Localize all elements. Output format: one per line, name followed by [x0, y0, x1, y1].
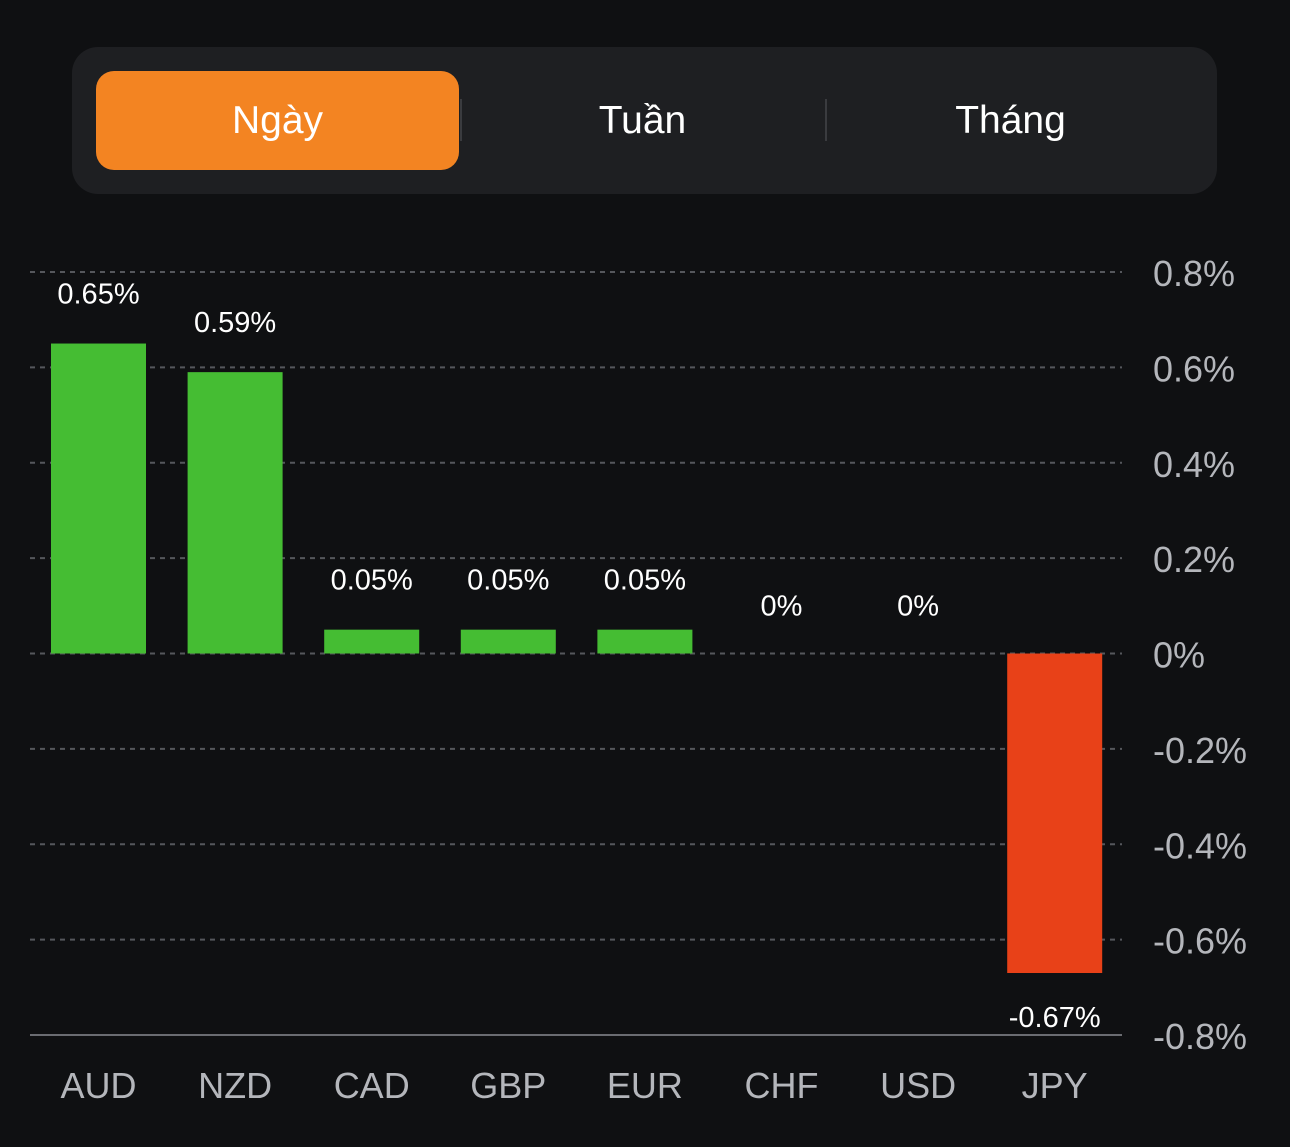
data-label: 0.05% — [467, 565, 549, 597]
x-tick-label: NZD — [198, 1065, 272, 1106]
y-tick-label: 0.2% — [1153, 539, 1235, 580]
data-label: -0.67% — [1009, 1002, 1101, 1034]
data-label: 0.05% — [604, 565, 686, 597]
x-tick-label: CAD — [334, 1065, 410, 1106]
y-tick-label: 0% — [1153, 635, 1205, 676]
bar-cad — [324, 629, 420, 654]
data-label: 0.05% — [331, 565, 413, 597]
bar-aud — [51, 343, 146, 654]
x-tick-label: AUD — [60, 1065, 136, 1106]
x-tick-label: USD — [880, 1065, 956, 1106]
y-tick-label: 0.8% — [1153, 253, 1235, 294]
bar-nzd — [187, 372, 283, 654]
tab-week[interactable]: Tuần — [598, 98, 687, 142]
tab-month[interactable]: Tháng — [955, 98, 1066, 142]
x-tick-label: CHF — [745, 1065, 819, 1106]
bar-eur — [597, 629, 693, 654]
data-label: 0.65% — [57, 279, 139, 311]
y-tick-label: -0.4% — [1153, 825, 1247, 866]
data-label: 0% — [897, 591, 939, 623]
y-tick-label: -0.8% — [1153, 1016, 1247, 1057]
bar-gbp — [460, 629, 556, 654]
x-tick-label: GBP — [470, 1065, 546, 1106]
tab-divider — [825, 99, 827, 141]
y-tick-label: 0.6% — [1153, 348, 1235, 389]
y-tick-label: -0.6% — [1153, 921, 1247, 962]
x-tick-label: EUR — [607, 1065, 683, 1106]
y-tick-label: -0.2% — [1153, 730, 1247, 771]
tab-divider — [460, 99, 462, 141]
y-tick-label: 0.4% — [1153, 444, 1235, 485]
bar-jpy — [1007, 653, 1103, 974]
data-label: 0% — [761, 591, 803, 623]
x-tick-label: JPY — [1022, 1065, 1088, 1106]
data-label: 0.59% — [194, 307, 276, 339]
tab-day[interactable]: Ngày — [96, 71, 459, 170]
period-tab-bar: Ngày Tuần Tháng — [72, 47, 1217, 194]
